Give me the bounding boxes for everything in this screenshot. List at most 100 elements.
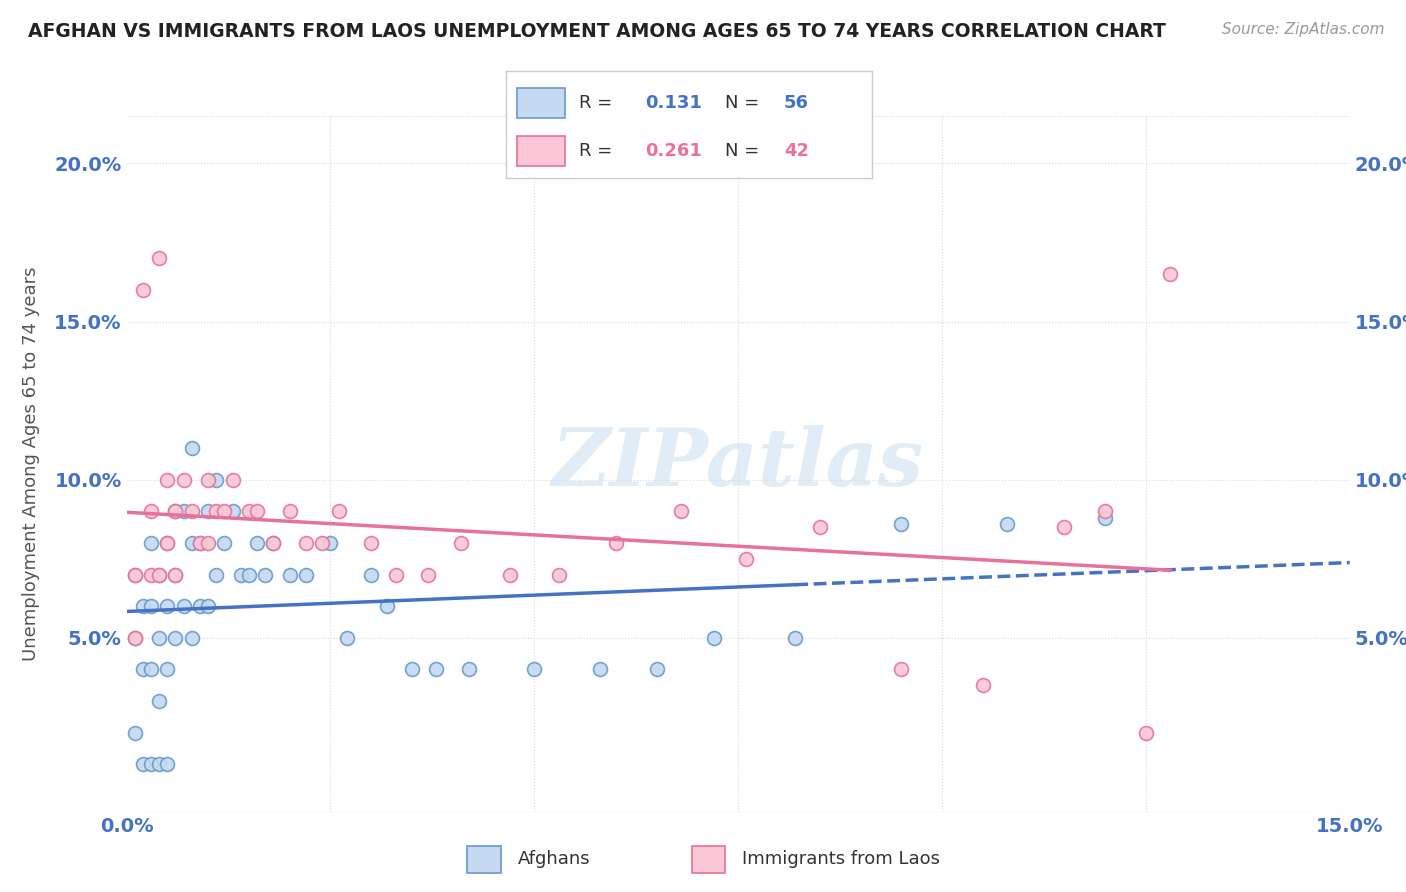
Point bbox=[124, 631, 146, 645]
Text: N =: N = bbox=[725, 95, 765, 112]
Point bbox=[1094, 504, 1116, 518]
Point bbox=[173, 504, 195, 518]
Point bbox=[588, 662, 610, 676]
Point bbox=[735, 551, 758, 566]
Text: 0.261: 0.261 bbox=[645, 142, 702, 160]
Point bbox=[214, 536, 236, 550]
Point bbox=[148, 567, 170, 582]
Point bbox=[246, 536, 269, 550]
Point bbox=[139, 536, 162, 550]
Point bbox=[384, 567, 406, 582]
Point bbox=[156, 599, 179, 614]
Point bbox=[156, 662, 179, 676]
Text: Afghans: Afghans bbox=[517, 849, 591, 868]
Point bbox=[132, 283, 155, 297]
Point bbox=[523, 662, 546, 676]
Point bbox=[295, 567, 318, 582]
Point bbox=[262, 536, 284, 550]
Text: R =: R = bbox=[579, 95, 619, 112]
Point bbox=[165, 567, 187, 582]
Point bbox=[238, 504, 260, 518]
Text: N =: N = bbox=[725, 142, 765, 160]
Point bbox=[132, 662, 155, 676]
Point bbox=[785, 631, 807, 645]
Point bbox=[278, 567, 301, 582]
Point bbox=[703, 631, 725, 645]
Point bbox=[139, 599, 162, 614]
Point bbox=[360, 567, 382, 582]
Text: 0.131: 0.131 bbox=[645, 95, 702, 112]
Point bbox=[890, 662, 912, 676]
Point bbox=[214, 504, 236, 518]
Point bbox=[295, 536, 318, 550]
Point bbox=[180, 631, 202, 645]
Point bbox=[124, 567, 146, 582]
Point bbox=[205, 504, 228, 518]
Point bbox=[1159, 267, 1181, 281]
Point bbox=[197, 473, 219, 487]
Text: ZIPatlas: ZIPatlas bbox=[553, 425, 924, 502]
Point bbox=[188, 536, 211, 550]
Text: 56: 56 bbox=[785, 95, 808, 112]
Bar bbox=[517, 88, 565, 119]
Point bbox=[197, 504, 219, 518]
Point bbox=[605, 536, 627, 550]
Point bbox=[645, 662, 668, 676]
Point bbox=[328, 504, 350, 518]
Point bbox=[319, 536, 342, 550]
Point bbox=[418, 567, 440, 582]
Point bbox=[156, 536, 179, 550]
Point bbox=[173, 473, 195, 487]
Point bbox=[499, 567, 522, 582]
Point bbox=[890, 516, 912, 531]
Point bbox=[377, 599, 399, 614]
Point bbox=[205, 473, 228, 487]
Point bbox=[547, 567, 569, 582]
Point bbox=[156, 473, 179, 487]
Point bbox=[124, 567, 146, 582]
Point bbox=[148, 252, 170, 266]
Point bbox=[180, 441, 202, 455]
Point bbox=[148, 757, 170, 772]
Point bbox=[221, 504, 243, 518]
Text: AFGHAN VS IMMIGRANTS FROM LAOS UNEMPLOYMENT AMONG AGES 65 TO 74 YEARS CORRELATIO: AFGHAN VS IMMIGRANTS FROM LAOS UNEMPLOYM… bbox=[28, 22, 1166, 41]
Point bbox=[139, 504, 162, 518]
Point bbox=[254, 567, 277, 582]
Point bbox=[425, 662, 447, 676]
Point bbox=[139, 567, 162, 582]
Point bbox=[156, 536, 179, 550]
Point bbox=[188, 536, 211, 550]
Y-axis label: Unemployment Among Ages 65 to 74 years: Unemployment Among Ages 65 to 74 years bbox=[22, 267, 41, 661]
Point bbox=[238, 567, 260, 582]
Bar bbox=[517, 136, 565, 166]
Point bbox=[278, 504, 301, 518]
Point bbox=[197, 599, 219, 614]
Point bbox=[229, 567, 252, 582]
Point bbox=[336, 631, 359, 645]
Point bbox=[1135, 725, 1157, 739]
Point bbox=[132, 757, 155, 772]
Point bbox=[188, 599, 211, 614]
Point bbox=[165, 567, 187, 582]
Point bbox=[139, 662, 162, 676]
Point bbox=[173, 599, 195, 614]
Text: Source: ZipAtlas.com: Source: ZipAtlas.com bbox=[1222, 22, 1385, 37]
Point bbox=[180, 504, 202, 518]
Point bbox=[165, 504, 187, 518]
Point bbox=[148, 631, 170, 645]
Point bbox=[972, 678, 994, 692]
Point bbox=[995, 516, 1018, 531]
Text: 42: 42 bbox=[785, 142, 808, 160]
Point bbox=[401, 662, 423, 676]
Point bbox=[124, 725, 146, 739]
Point bbox=[458, 662, 481, 676]
Point bbox=[165, 631, 187, 645]
Point bbox=[262, 536, 284, 550]
Point bbox=[1094, 510, 1116, 524]
Bar bbox=[467, 847, 501, 873]
Point bbox=[205, 567, 228, 582]
Point bbox=[669, 504, 692, 518]
Point bbox=[139, 757, 162, 772]
Text: R =: R = bbox=[579, 142, 619, 160]
Point bbox=[450, 536, 472, 550]
